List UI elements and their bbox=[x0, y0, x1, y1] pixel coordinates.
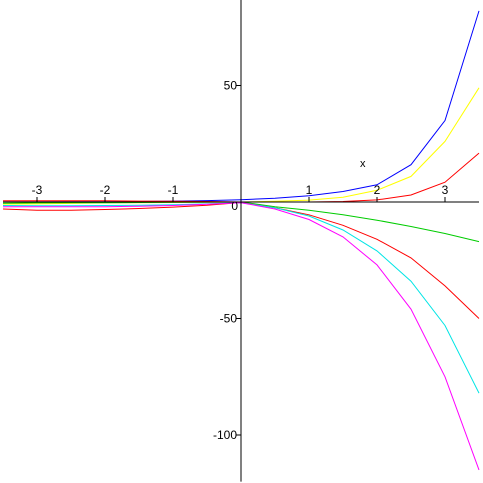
x-tick-label: -2 bbox=[100, 183, 111, 197]
x-tick-label: 1 bbox=[306, 183, 313, 197]
y-tick-label: -50 bbox=[220, 312, 238, 326]
x-tick-label: 3 bbox=[442, 183, 449, 197]
ticks-layer: -3 -2 -1 1 2 3 50 -50 -100 bbox=[32, 79, 449, 443]
y-tick-label: -100 bbox=[213, 428, 237, 442]
curve-annotation: x bbox=[360, 158, 366, 170]
x-tick-label: -1 bbox=[168, 183, 179, 197]
axes-layer bbox=[3, 0, 479, 482]
y-tick-label: 50 bbox=[224, 79, 238, 93]
x-tick-label: 2 bbox=[374, 183, 381, 197]
origin-label: 0 bbox=[231, 199, 238, 213]
x-tick-label: -3 bbox=[32, 183, 43, 197]
